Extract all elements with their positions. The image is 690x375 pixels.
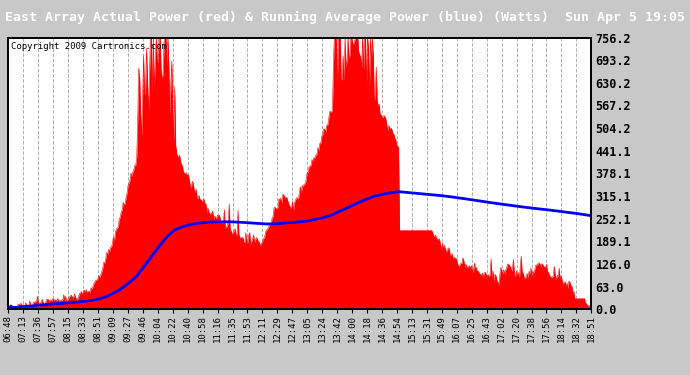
Text: Copyright 2009 Cartronics.com: Copyright 2009 Cartronics.com [11, 42, 167, 51]
Text: East Array Actual Power (red) & Running Average Power (blue) (Watts)  Sun Apr 5 : East Array Actual Power (red) & Running … [5, 10, 685, 24]
